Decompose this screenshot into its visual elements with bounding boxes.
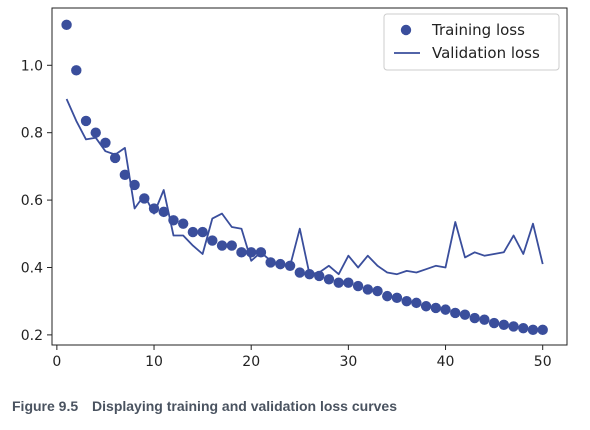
training-loss-point	[177, 218, 189, 229]
training-loss-point	[139, 193, 150, 204]
training-loss-point	[382, 290, 393, 302]
training-loss-point	[236, 247, 247, 258]
training-loss-point	[391, 292, 403, 304]
training-loss-point	[284, 260, 296, 272]
training-loss-point	[469, 312, 480, 324]
figure-number: Figure 9.5	[12, 398, 79, 414]
training-loss-point	[440, 304, 451, 315]
training-loss-point	[80, 115, 92, 127]
training-loss-point	[498, 319, 510, 330]
legend-marker-training	[400, 24, 412, 36]
training-loss-point	[109, 152, 121, 164]
x-tick-label: 20	[242, 354, 260, 370]
training-loss-point	[459, 309, 471, 320]
training-loss-point	[265, 257, 276, 268]
training-loss-point	[488, 317, 500, 329]
training-loss-point	[450, 307, 461, 319]
training-loss-point	[119, 169, 131, 181]
legend-label: Validation loss	[432, 44, 540, 62]
training-loss-point	[216, 240, 228, 251]
training-loss-point	[197, 226, 208, 238]
y-tick-label: 0.6	[21, 193, 43, 209]
training-loss-point	[333, 277, 344, 288]
training-loss-point	[226, 240, 237, 251]
training-loss-point	[158, 206, 169, 218]
figure-caption: Figure 9.5 Displaying training and valid…	[12, 398, 397, 414]
x-tick-label: 40	[437, 354, 455, 370]
training-loss-point	[275, 258, 286, 270]
training-loss-point	[343, 277, 354, 288]
training-loss-point	[90, 127, 101, 138]
training-loss-point	[294, 267, 305, 278]
training-loss-point	[61, 19, 72, 31]
training-loss-point	[71, 65, 82, 76]
loss-chart: 0 10 20 30 40 50 0.2 0.4 0.6 0.8 1.0 Training loss…	[21, 7, 568, 370]
training-loss-point	[352, 280, 364, 292]
legend-box	[383, 13, 560, 71]
training-loss-point	[479, 314, 490, 325]
training-loss-point	[245, 247, 257, 258]
training-loss-point	[430, 302, 442, 314]
training-loss-point	[537, 324, 548, 336]
legend-label: Training loss	[431, 21, 525, 39]
training-loss-point	[207, 235, 218, 246]
y-tick-label: 0.2	[21, 328, 43, 344]
legend: Training loss Validation loss	[383, 13, 560, 71]
training-loss-point	[255, 247, 267, 258]
training-loss-point	[518, 322, 529, 334]
training-loss-point	[372, 285, 383, 297]
y-tick-label: 0.8	[21, 126, 43, 142]
training-loss-point	[420, 301, 432, 312]
y-tick-label: 1.0	[21, 58, 43, 74]
training-loss-point	[304, 269, 315, 280]
training-loss-point	[314, 270, 325, 282]
x-tick-label: 10	[145, 354, 163, 370]
training-loss-point	[508, 321, 519, 332]
training-loss-point	[129, 179, 140, 191]
training-loss-point	[401, 295, 412, 307]
training-loss-point	[362, 284, 374, 295]
training-loss-point	[323, 274, 335, 285]
plot-area	[51, 7, 568, 346]
y-tick-label: 0.4	[21, 260, 43, 276]
training-loss-point	[168, 215, 179, 226]
training-loss-point	[100, 137, 111, 148]
series-layer	[61, 19, 548, 336]
x-tick-label: 50	[534, 354, 552, 370]
training-loss-point	[411, 297, 422, 309]
training-loss-point	[527, 324, 539, 336]
plot-frame	[51, 7, 568, 346]
figure-caption-text: Displaying training and validation loss …	[92, 398, 397, 414]
training-loss-point	[148, 203, 160, 214]
x-tick-label: 0	[52, 354, 61, 370]
x-tick-label: 30	[339, 354, 357, 370]
axes-layer: 0 10 20 30 40 50 0.2 0.4 0.6 0.8 1.0	[21, 58, 552, 370]
training-loss-point	[187, 226, 199, 238]
